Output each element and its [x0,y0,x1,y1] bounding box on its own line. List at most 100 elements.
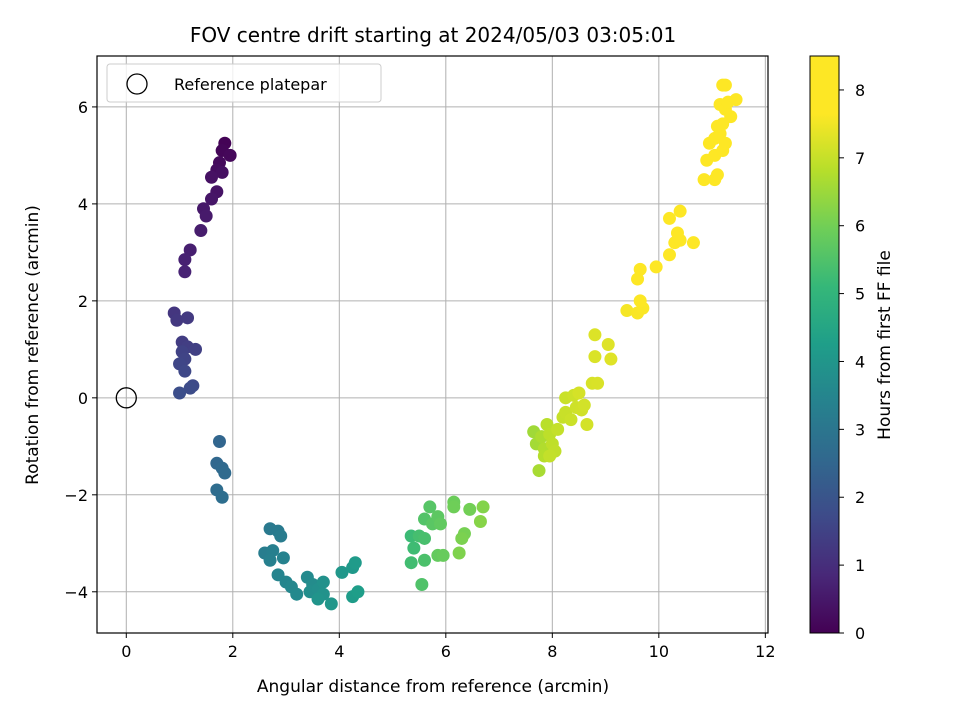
x-tick-label: 6 [441,642,451,661]
x-tick-label: 0 [121,642,131,661]
data-point [601,338,615,351]
data-point [662,248,676,262]
plot-frame [96,55,769,634]
data-point [316,575,330,589]
data-point [183,243,197,257]
x-tick-label: 10 [649,642,669,661]
data-point [311,592,325,606]
data-point [204,170,218,184]
data-point [620,304,634,318]
data-point [670,226,684,240]
data-point [697,173,711,187]
legend-label: Reference platepar [174,75,327,94]
data-point [204,192,218,206]
colorbar-tick-label: 2 [855,488,865,507]
data-point [218,466,232,480]
y-tick-label: 2 [78,292,88,311]
colorbar-tick-label: 7 [855,149,865,168]
data-point [580,418,594,432]
data-point [407,541,421,555]
data-point [290,587,304,601]
data-point [183,381,197,395]
data-point [351,585,365,599]
colorbar-tick-label: 4 [855,352,865,371]
data-point [436,548,450,562]
x-axis-label: Angular distance from reference (arcmin) [257,677,609,697]
data-point [170,313,184,327]
y-tick-label: 0 [78,389,88,408]
data-point [415,578,429,592]
data-point [455,531,469,545]
y-axis-ticks: −4 −2 0 2 4 6 [64,98,97,602]
x-tick-label: 2 [228,642,238,661]
x-tick-label: 4 [334,642,344,661]
data-point [572,386,586,400]
data-point [463,502,477,516]
data-point [649,260,663,274]
colorbar-tick-label: 3 [855,420,865,439]
y-tick-label: −4 [64,583,88,602]
y-tick-label: 6 [78,98,88,117]
colorbar-tick-label: 5 [855,285,865,304]
data-point [194,224,208,238]
data-point [532,464,546,478]
x-tick-label: 8 [547,642,557,661]
data-point [718,78,732,92]
data-point [686,236,700,250]
data-point [718,136,732,150]
data-point [418,553,432,567]
data-point [447,500,461,514]
data-point [473,514,487,528]
colorbar-tick-label: 6 [855,217,865,236]
data-point [577,398,591,412]
data-point [335,565,349,579]
data-point [418,531,432,545]
data-point [423,500,437,514]
data-point [324,597,338,611]
data-point [348,556,362,570]
data-point [181,311,195,325]
x-axis-ticks: 0 2 4 6 8 10 12 [121,633,776,661]
data-point [588,350,602,364]
chart-title: FOV centre drift starting at 2024/05/03 … [190,23,676,47]
data-point [633,262,647,276]
colorbar-label: Hours from first FF file [875,250,895,440]
data-point [199,209,213,223]
data-point [591,376,605,390]
data-point [178,364,192,378]
data-point [476,500,490,514]
data-point [173,386,187,400]
data-point [673,204,687,218]
y-axis-label: Rotation from reference (arcmin) [23,205,43,485]
data-point [404,556,418,570]
data-point [604,352,618,366]
y-tick-label: −2 [64,486,88,505]
x-tick-label: 12 [755,642,775,661]
data-point [276,551,290,565]
data-point [263,553,277,567]
data-point [710,168,724,182]
data-point [564,413,578,427]
data-point [452,546,466,560]
data-point [178,253,192,267]
data-point [274,529,288,543]
data-point [212,434,226,448]
data-points [167,78,743,611]
colorbar-tick-label: 8 [855,81,865,100]
data-point [588,328,602,342]
data-point [215,165,229,179]
colorbar-tick-label: 1 [855,556,865,575]
legend: Reference platepar [106,63,382,103]
colorbar [809,55,840,634]
data-point [178,265,192,279]
legend-marker-icon [126,73,148,95]
legend-box [106,63,382,103]
data-point [551,422,565,436]
data-point [543,449,557,463]
data-point [215,490,229,504]
data-point [223,148,237,162]
data-point [633,294,647,308]
reference-marker [115,387,137,409]
reference-point-marker [115,387,137,409]
